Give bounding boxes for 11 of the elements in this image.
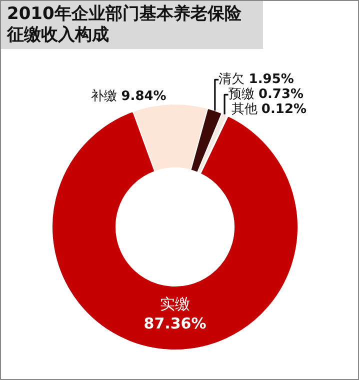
- slice-label: 清欠: [218, 72, 245, 88]
- chart-title: 2010年企业部门基本养老保险征缴收入构成: [1, 1, 263, 49]
- data-label: 0.73%: [258, 87, 304, 102]
- slice-label: 其他: [231, 102, 258, 118]
- data-label: 9.84%: [121, 89, 166, 104]
- slice-label: 补缴: [91, 89, 118, 104]
- slice-label: 实缴: [160, 295, 190, 314]
- data-label: 0.12%: [261, 102, 307, 118]
- slice-label: 预缴: [228, 87, 254, 102]
- data-label: 87.36%: [144, 314, 206, 333]
- data-label: 1.95%: [248, 72, 294, 88]
